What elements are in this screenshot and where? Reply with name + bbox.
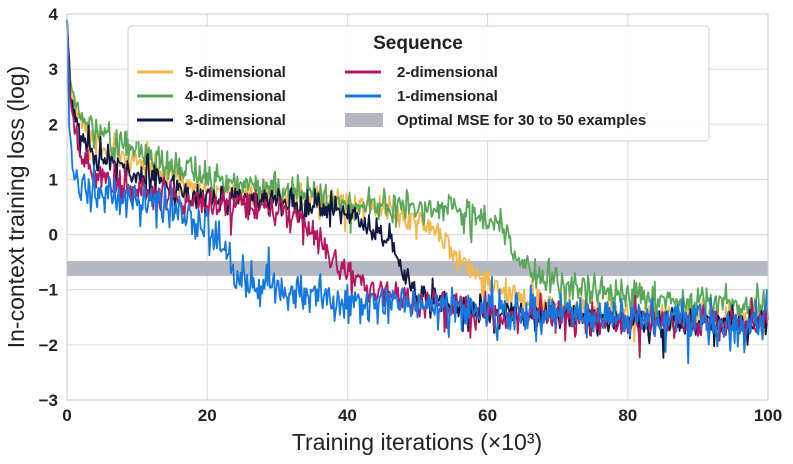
series-line-1-dimensional	[66, 19, 769, 365]
y-tick-label: 1	[49, 170, 58, 189]
y-tick-label: 0	[49, 226, 58, 245]
y-tick-label: 3	[49, 60, 58, 79]
y-tick-labels: 4 3 2 1 0 −1 −2 −3	[39, 5, 59, 410]
x-tick-label: 60	[478, 406, 497, 425]
x-tick-label: 40	[338, 406, 357, 425]
optimal-mse-band-layer	[67, 261, 768, 276]
y-tick-label: 2	[49, 115, 58, 134]
legend-label-1-dimensional: 1-dimensional	[397, 88, 498, 105]
x-axis-label: Training iterations (×10³)	[292, 429, 542, 455]
optimal-mse-band	[67, 261, 768, 276]
legend-box	[127, 25, 710, 142]
plot-frame	[66, 13, 769, 401]
y-tick-label: 4	[49, 5, 59, 24]
y-tick-label: −2	[39, 336, 58, 355]
y-tick-label: −1	[39, 281, 58, 300]
legend-title: Sequence	[373, 33, 463, 54]
x-tick-label: 100	[754, 406, 782, 425]
legend: Sequence 5-dimensional 4-dimensional 3-d…	[127, 25, 710, 142]
x-tick-label: 0	[62, 406, 71, 425]
legend-label-5-dimensional: 5-dimensional	[185, 64, 286, 81]
legend-swatch-optimal-mse	[345, 113, 383, 127]
legend-label-4-dimensional: 4-dimensional	[185, 88, 286, 105]
legend-label-3-dimensional: 3-dimensional	[185, 112, 286, 129]
series-layer	[66, 19, 769, 365]
y-axis-label: In-context training loss (log)	[3, 66, 29, 349]
y-tick-label: −3	[39, 391, 58, 410]
x-tick-label: 20	[198, 406, 217, 425]
x-tick-label: 80	[618, 406, 637, 425]
legend-label-2-dimensional: 2-dimensional	[397, 64, 498, 81]
x-tick-labels: 0 20 40 60 80 100	[62, 406, 782, 425]
legend-label-optimal-mse: Optimal MSE for 30 to 50 examples	[397, 112, 646, 129]
